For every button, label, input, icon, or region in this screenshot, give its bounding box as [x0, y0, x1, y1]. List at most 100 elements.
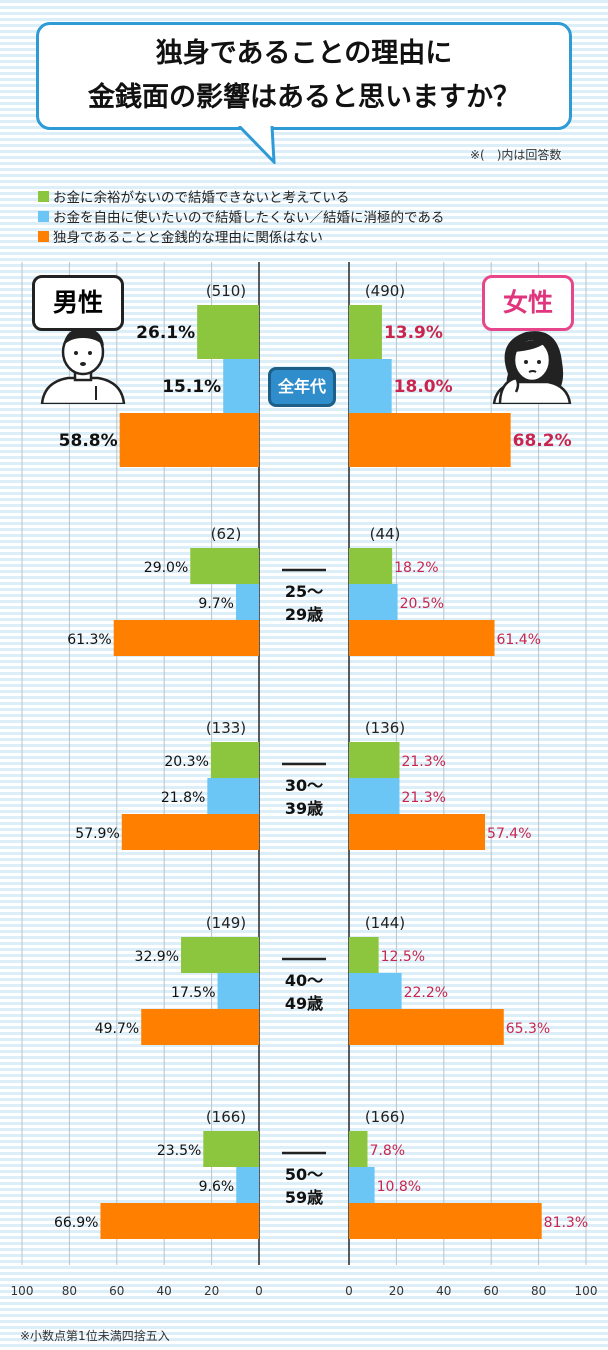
- male-value-label: 9.6%: [199, 1179, 235, 1195]
- male-bar: [223, 359, 259, 413]
- x-tick-label: 40: [436, 1284, 451, 1298]
- male-bar: [236, 584, 259, 620]
- female-bar: [349, 814, 486, 850]
- male-bar: [181, 937, 259, 973]
- age-group-label-line2: 29歳: [285, 605, 323, 624]
- female-value-label: 10.8%: [377, 1179, 421, 1195]
- female-value-label: 12.5%: [381, 949, 425, 965]
- male-bar: [190, 548, 259, 584]
- female-bar: [349, 620, 495, 656]
- female-bar: [349, 359, 392, 413]
- age-group-label-line1: 40～: [285, 971, 323, 990]
- female-value-label: 18.0%: [394, 377, 453, 397]
- female-bar: [349, 1167, 375, 1203]
- title-line-2: 金銭面の影響はあると思いますか？: [88, 82, 520, 113]
- x-tick-label: 60: [109, 1284, 124, 1298]
- title-box: 独身であることの理由に 金銭面の影響はあると思いますか？: [36, 22, 572, 130]
- female-value-label: 81.3%: [544, 1215, 588, 1231]
- title-line-1: 独身であることの理由に: [155, 38, 453, 69]
- age-group-label-line1: 50～: [285, 1165, 323, 1184]
- female-bar: [349, 413, 511, 467]
- male-count-label: (133): [206, 719, 246, 737]
- legend-item-blue: お金を自由に使いたいので結婚したくない／結婚に消極的である: [38, 206, 444, 226]
- female-count-label: (144): [365, 914, 405, 932]
- female-value-label: 21.3%: [401, 754, 445, 770]
- female-value-label: 22.2%: [404, 985, 448, 1001]
- x-tick-label: 100: [575, 1284, 598, 1298]
- male-value-label: 57.9%: [75, 826, 119, 842]
- female-bar: [349, 305, 382, 359]
- female-bar: [349, 1009, 504, 1045]
- age-group-label-line2: 49歳: [285, 994, 323, 1013]
- male-value-label: 29.0%: [144, 560, 188, 576]
- legend-label-blue: お金を自由に使いたいので結婚したくない／結婚に消極的である: [53, 210, 445, 226]
- legend-swatch-blue: [38, 210, 49, 222]
- male-bar: [121, 814, 259, 850]
- group-label-all-ages: 全年代: [268, 367, 336, 407]
- female-bar: [349, 742, 400, 778]
- female-bar: [349, 1203, 542, 1239]
- count-note: ※( )内は回答数: [470, 148, 562, 162]
- female-value-label: 13.9%: [384, 323, 443, 343]
- age-group-label-line1: 30～: [285, 776, 323, 795]
- male-value-label: 15.1%: [162, 377, 221, 397]
- female-value-label: 18.2%: [394, 560, 438, 576]
- female-value-label: 61.4%: [497, 632, 541, 648]
- female-count-label: (136): [365, 719, 405, 737]
- female-bar: [349, 973, 402, 1009]
- male-bar: [100, 1203, 260, 1239]
- male-bar: [207, 778, 259, 814]
- male-value-label: 32.9%: [135, 949, 179, 965]
- male-bar: [119, 413, 259, 467]
- male-bar: [203, 1131, 259, 1167]
- female-value-label: 21.3%: [401, 790, 445, 806]
- male-count-label: (166): [206, 1108, 246, 1126]
- male-count-label: (510): [206, 282, 246, 300]
- male-bar: [113, 620, 260, 656]
- male-count-label: (62): [211, 525, 242, 543]
- female-bar: [349, 584, 398, 620]
- female-value-label: 7.8%: [369, 1143, 405, 1159]
- legend-swatch-green: [38, 190, 49, 202]
- male-value-label: 58.8%: [59, 431, 118, 451]
- x-tick-label: 20: [389, 1284, 404, 1298]
- female-value-label: 57.4%: [487, 826, 531, 842]
- age-group-label-line2: 39歳: [285, 799, 323, 818]
- x-tick-label: 40: [157, 1284, 172, 1298]
- female-count-label: (166): [365, 1108, 405, 1126]
- female-count-label: (490): [365, 282, 405, 300]
- x-tick-label: 20: [204, 1284, 219, 1298]
- female-count-label: (44): [370, 525, 401, 543]
- male-bar: [141, 1009, 259, 1045]
- male-value-label: 21.8%: [161, 790, 205, 806]
- male-value-label: 23.5%: [157, 1143, 201, 1159]
- legend-label-green: お金に余裕がないので結婚できないと考えている: [53, 190, 350, 206]
- legend-item-orange: 独身であることと金銭的な理由に関係はない: [38, 226, 323, 246]
- male-bar: [236, 1167, 259, 1203]
- male-value-label: 17.5%: [171, 985, 215, 1001]
- female-value-label: 20.5%: [400, 596, 444, 612]
- male-value-label: 61.3%: [67, 632, 111, 648]
- female-bar: [349, 937, 379, 973]
- x-tick-label: 80: [531, 1284, 546, 1298]
- female-value-label: 65.3%: [506, 1021, 550, 1037]
- female-bar: [349, 778, 400, 814]
- male-bar: [197, 305, 259, 359]
- male-value-label: 66.9%: [54, 1215, 98, 1231]
- female-value-label: 68.2%: [513, 431, 572, 451]
- male-bar: [217, 973, 259, 1009]
- x-tick-label: 100: [11, 1284, 34, 1298]
- speech-bubble-tail: [238, 126, 276, 164]
- x-tick-label: 0: [255, 1284, 263, 1298]
- male-value-label: 49.7%: [95, 1021, 139, 1037]
- male-count-label: (149): [206, 914, 246, 932]
- female-bar: [349, 548, 393, 584]
- male-avatar-icon: [40, 328, 126, 404]
- x-tick-label: 80: [62, 1284, 77, 1298]
- x-tick-label: 0: [345, 1284, 353, 1298]
- male-bar: [210, 742, 259, 778]
- female-label: 女性: [482, 275, 574, 331]
- age-group-label-line2: 59歳: [285, 1188, 323, 1207]
- legend-label-orange: 独身であることと金銭的な理由に関係はない: [53, 230, 323, 246]
